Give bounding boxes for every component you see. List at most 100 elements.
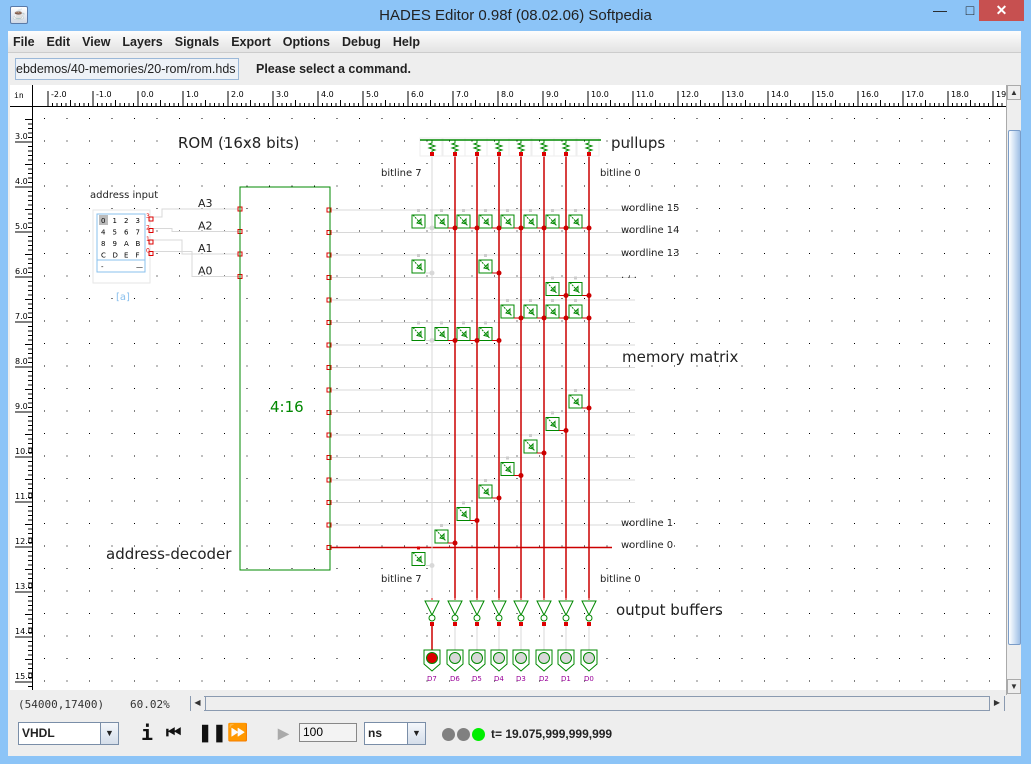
- pause-icon[interactable]: ❚❚: [198, 723, 227, 742]
- hex-key[interactable]: F: [136, 252, 140, 260]
- memory-cell[interactable]: [523, 434, 547, 456]
- hex-key[interactable]: 2: [124, 217, 128, 225]
- hex-key[interactable]: 8: [101, 240, 105, 248]
- horizontal-scroll-thumb[interactable]: [205, 697, 990, 710]
- schematic-canvas[interactable]: A3 A2 A1 A0 D7 D6 D5 D4 D3 D2 D1 D0 ROM (16x8 bits)…: [33, 107, 1006, 690]
- hex-key[interactable]: A: [124, 240, 129, 248]
- chevron-down-icon[interactable]: ▼: [100, 723, 118, 744]
- menu-layers[interactable]: Layers: [122, 35, 163, 49]
- memory-cell[interactable]: [500, 209, 524, 231]
- increment-button[interactable]: —: [136, 263, 143, 271]
- scroll-right-button[interactable]: ▶: [990, 696, 1004, 711]
- memory-cell[interactable]: [456, 321, 480, 344]
- output-buffer[interactable]: [491, 600, 507, 617]
- output-buffer[interactable]: [581, 600, 597, 617]
- hex-key[interactable]: 5: [113, 229, 117, 237]
- file-path-field[interactable]: ebdemos/40-memories/20-rom/rom.hds: [15, 58, 239, 80]
- minimize-button[interactable]: —: [933, 2, 947, 18]
- rewind-icon[interactable]: ⏮: [166, 723, 182, 742]
- language-select[interactable]: VHDL ▼: [18, 722, 119, 745]
- output-buffer[interactable]: [513, 600, 529, 617]
- chevron-down-icon[interactable]: ▼: [407, 723, 425, 744]
- menu-options[interactable]: Options: [282, 35, 331, 49]
- memory-cell[interactable]: [568, 276, 592, 299]
- memory-cell[interactable]: [411, 254, 435, 276]
- decrement-button[interactable]: -: [101, 263, 104, 271]
- pullup-resistor[interactable]: [494, 140, 504, 153]
- memory-cell[interactable]: [456, 501, 480, 524]
- memory-cell[interactable]: [411, 546, 435, 569]
- menu-export[interactable]: Export: [231, 35, 271, 49]
- hex-key[interactable]: 4: [101, 229, 106, 237]
- memory-cell[interactable]: [568, 299, 592, 321]
- pullup-resistor[interactable]: [584, 140, 594, 153]
- hex-key[interactable]: 9: [113, 240, 117, 248]
- ruler-x-label: 8.0: [501, 90, 514, 99]
- memory-cell[interactable]: [568, 209, 592, 231]
- pullup-resistor[interactable]: [539, 140, 549, 153]
- close-button[interactable]: ✕: [979, 0, 1024, 21]
- memory-cell[interactable]: [434, 524, 458, 546]
- memory-cell[interactable]: [411, 321, 435, 344]
- memory-cell[interactable]: [456, 209, 480, 231]
- memory-cell[interactable]: [500, 456, 524, 479]
- info-icon[interactable]: i: [141, 721, 154, 745]
- vertical-scrollbar[interactable]: ▲ ▼: [1006, 85, 1021, 695]
- hex-key[interactable]: B: [136, 240, 141, 248]
- memory-cell[interactable]: [545, 276, 569, 299]
- memory-cell[interactable]: [478, 479, 502, 501]
- pullup-resistor[interactable]: [561, 140, 571, 153]
- hex-key[interactable]: 1: [113, 217, 117, 225]
- memory-cell[interactable]: [545, 299, 569, 321]
- menu-debug[interactable]: Debug: [342, 35, 381, 49]
- hex-key[interactable]: E: [124, 252, 128, 260]
- output-buffer[interactable]: [447, 600, 463, 617]
- java-app-icon[interactable]: ☕: [10, 6, 28, 24]
- pullup-resistor[interactable]: [450, 140, 460, 153]
- memory-cell[interactable]: [434, 209, 458, 231]
- memory-cell[interactable]: [478, 209, 502, 231]
- fast-forward-icon[interactable]: ⏩: [227, 723, 249, 742]
- memory-cell[interactable]: [523, 209, 547, 231]
- hex-key[interactable]: 7: [136, 229, 140, 237]
- menu-view[interactable]: View: [82, 35, 111, 49]
- output-buffer[interactable]: [558, 600, 574, 617]
- hex-key[interactable]: 0: [101, 217, 105, 225]
- hex-key[interactable]: C: [101, 252, 106, 260]
- pullup-resistor[interactable]: [516, 140, 526, 153]
- hex-key[interactable]: 3: [136, 217, 140, 225]
- memory-cell[interactable]: [568, 389, 592, 411]
- step-icon[interactable]: ▶: [278, 725, 289, 741]
- memory-cell[interactable]: [434, 321, 458, 344]
- memory-cell[interactable]: [545, 209, 569, 231]
- output-buffer[interactable]: [536, 600, 552, 617]
- hex-key[interactable]: 6: [124, 229, 129, 237]
- memory-cell[interactable]: [478, 321, 502, 344]
- pullup-resistor[interactable]: [427, 140, 437, 153]
- maximize-button[interactable]: □: [965, 2, 975, 18]
- bitline0-top-label: bitline 0: [600, 168, 641, 179]
- status-lamp-3: [472, 728, 485, 741]
- memory-cell[interactable]: [500, 299, 524, 321]
- scroll-left-button[interactable]: ◀: [191, 696, 204, 711]
- output-buffer[interactable]: [424, 600, 440, 617]
- address-decoder[interactable]: [239, 186, 331, 571]
- output-buffer[interactable]: [469, 600, 485, 617]
- vertical-scroll-thumb[interactable]: [1008, 130, 1021, 645]
- scroll-up-button[interactable]: ▲: [1007, 85, 1021, 100]
- hex-key[interactable]: D: [113, 252, 118, 260]
- time-unit-select[interactable]: ns ▼: [364, 722, 426, 745]
- memory-cell[interactable]: [478, 254, 502, 276]
- scroll-down-button[interactable]: ▼: [1007, 679, 1021, 694]
- pullup-resistor[interactable]: [472, 140, 482, 153]
- menu-signals[interactable]: Signals: [174, 35, 220, 49]
- horizontal-scrollbar[interactable]: ◀ ▶: [190, 696, 1005, 711]
- memory-cell[interactable]: [411, 209, 435, 231]
- memory-cell[interactable]: [523, 299, 547, 321]
- menu-file[interactable]: File: [13, 35, 35, 49]
- menu-help[interactable]: Help: [392, 35, 420, 49]
- memory-cell[interactable]: [545, 411, 569, 434]
- step-time-input[interactable]: 100: [299, 723, 357, 742]
- menu-edit[interactable]: Edit: [46, 35, 71, 49]
